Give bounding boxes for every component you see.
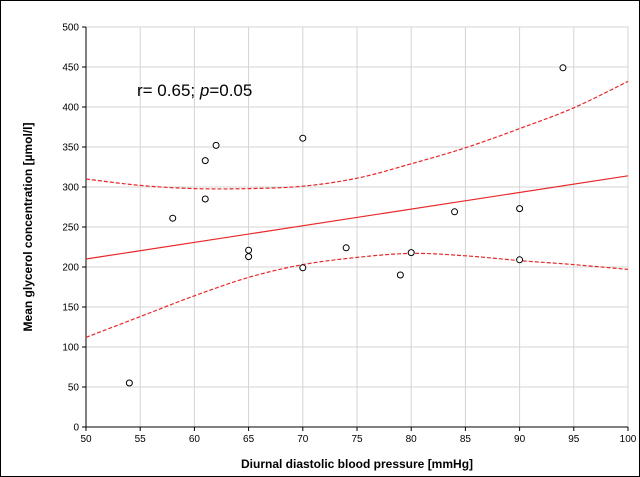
data-point-10 <box>396 271 404 279</box>
x-tick-label-5: 75 <box>351 434 363 445</box>
data-point-2 <box>201 157 209 165</box>
lower-confidence-band <box>85 252 629 338</box>
x-tick-label-10: 100 <box>620 434 637 445</box>
y-tick-label-8: 400 <box>62 103 79 114</box>
x-axis-title: Diurnal diastolic blood pressure [mmHg] <box>241 457 473 471</box>
correlation-annotation: r= 0.65; p=0.05 <box>137 81 252 100</box>
data-point-11 <box>407 249 415 257</box>
data-points <box>125 64 567 387</box>
x-tick-label-7: 85 <box>460 434 472 445</box>
data-point-15 <box>559 64 567 72</box>
data-point-13 <box>516 205 524 213</box>
y-tick-labels: 0 50 100 150 200 250 300 350 400 450 500 <box>62 23 79 434</box>
y-tick-label-3: 150 <box>62 303 79 314</box>
upper-confidence-band <box>85 80 629 190</box>
data-point-1 <box>169 214 177 222</box>
regression-lines <box>85 80 629 338</box>
x-tick-label-1: 55 <box>135 434 147 445</box>
y-tick-label-2: 100 <box>62 343 79 354</box>
y-tick-label-0: 0 <box>73 423 79 434</box>
x-tick-label-8: 90 <box>514 434 526 445</box>
data-point-12 <box>451 208 459 216</box>
data-point-0 <box>125 379 133 387</box>
data-point-14 <box>516 256 524 264</box>
regression-line <box>85 175 629 260</box>
data-point-4 <box>212 141 220 149</box>
x-tick-label-0: 50 <box>80 434 92 445</box>
data-point-8 <box>299 264 307 272</box>
x-tick-label-6: 80 <box>406 434 418 445</box>
y-tick-label-7: 350 <box>62 143 79 154</box>
data-point-3 <box>201 195 209 203</box>
y-tick-label-9: 450 <box>62 63 79 74</box>
x-tick-label-4: 70 <box>297 434 309 445</box>
x-tick-label-2: 60 <box>189 434 201 445</box>
x-tick-labels: 50 55 60 65 70 75 80 85 90 95 100 <box>80 434 636 445</box>
y-tick-label-4: 200 <box>62 263 79 274</box>
x-tick-label-3: 65 <box>243 434 255 445</box>
y-tick-label-1: 50 <box>68 383 80 394</box>
data-point-7 <box>299 134 307 142</box>
y-axis-title: Mean glycerol concentration [µmol/l] <box>21 123 35 332</box>
data-point-6 <box>245 253 253 261</box>
x-tick-label-9: 95 <box>568 434 580 445</box>
y-tick-label-6: 300 <box>62 183 79 194</box>
data-point-9 <box>342 244 350 252</box>
y-tick-label-5: 250 <box>62 223 79 234</box>
y-tick-label-10: 500 <box>62 23 79 34</box>
axes <box>82 26 629 431</box>
data-point-5 <box>245 246 253 254</box>
